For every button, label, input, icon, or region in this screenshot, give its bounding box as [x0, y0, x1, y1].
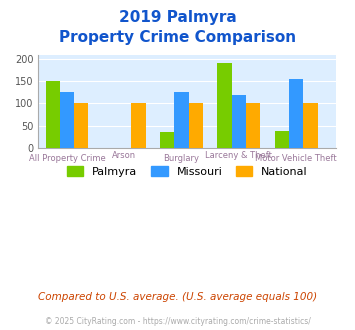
- Text: Burglary: Burglary: [164, 154, 200, 163]
- Bar: [303, 103, 318, 148]
- Text: Compared to U.S. average. (U.S. average equals 100): Compared to U.S. average. (U.S. average …: [38, 292, 317, 302]
- Text: Motor Vehicle Theft: Motor Vehicle Theft: [255, 154, 337, 163]
- Bar: [160, 132, 174, 148]
- Bar: [217, 63, 232, 148]
- Text: Larceny & Theft: Larceny & Theft: [206, 150, 272, 160]
- Bar: [45, 81, 60, 148]
- Bar: [275, 131, 289, 148]
- Bar: [131, 103, 146, 148]
- Bar: [232, 95, 246, 148]
- Bar: [174, 92, 189, 148]
- Text: © 2025 CityRating.com - https://www.cityrating.com/crime-statistics/: © 2025 CityRating.com - https://www.city…: [45, 317, 310, 326]
- Text: Arson: Arson: [112, 150, 136, 160]
- Bar: [246, 103, 260, 148]
- Text: 2019 Palmyra: 2019 Palmyra: [119, 10, 236, 25]
- Bar: [60, 92, 74, 148]
- Bar: [74, 103, 88, 148]
- Bar: [289, 79, 303, 148]
- Legend: Palmyra, Missouri, National: Palmyra, Missouri, National: [62, 162, 312, 182]
- Text: Property Crime Comparison: Property Crime Comparison: [59, 30, 296, 45]
- Text: All Property Crime: All Property Crime: [29, 154, 105, 163]
- Bar: [189, 103, 203, 148]
